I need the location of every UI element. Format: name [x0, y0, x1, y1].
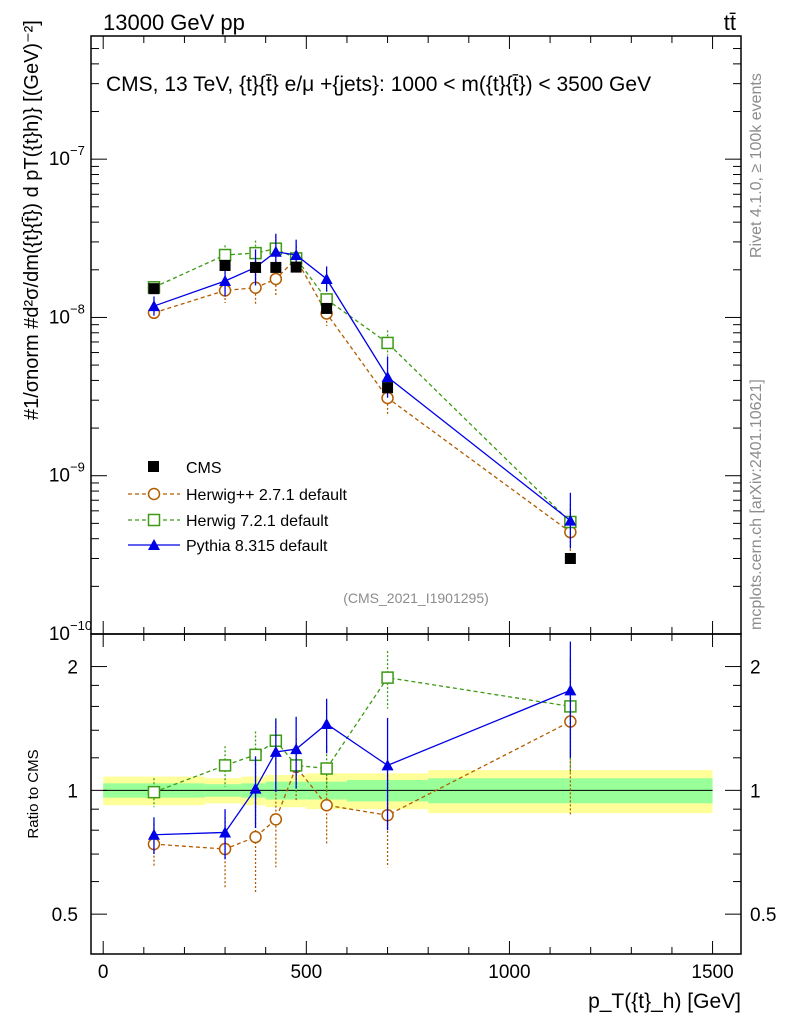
- data-point-cms: [219, 259, 231, 271]
- legend-label-pythia: Pythia 8.315 default: [186, 538, 328, 555]
- ratio-line-3: [153, 689, 571, 836]
- data-point-pythia: [249, 782, 262, 794]
- data-point-pythia: [564, 684, 577, 696]
- main-y-tick-label: 10: [49, 466, 70, 487]
- ratio-line-1: [153, 720, 571, 850]
- ratio-y-tick-label: 0.5: [52, 905, 78, 926]
- data-point-herwig7: [218, 248, 232, 262]
- data-point-herwig7: [218, 759, 232, 772]
- main-y-tick-label: 10: [49, 149, 70, 170]
- ratio-y-tick-label-right: 2: [750, 658, 761, 679]
- data-point-cms: [148, 283, 160, 295]
- data-point-herwigpp: [269, 813, 283, 826]
- data-point-cms: [321, 302, 333, 314]
- data-point-cms: [290, 261, 302, 273]
- data-point-cms: [382, 382, 394, 394]
- analysis-id: (CMS_2021_I1901295): [343, 590, 489, 606]
- data-point-cms: [564, 552, 576, 564]
- main-y-tick-label: 10: [49, 307, 70, 328]
- legend-item-cms: CMS: [148, 460, 222, 477]
- main-y-tick-exponent: −7: [70, 143, 85, 158]
- data-point-pythia: [290, 743, 303, 755]
- data-point-pythia: [564, 514, 577, 526]
- ratio-y-tick-label-right: 1: [750, 781, 761, 802]
- main-panel: CMS, 13 TeV, {t}{t̄} e/μ +{jets}: 1000 <…: [21, 20, 742, 645]
- ratio-y-label: Ratio to CMS: [25, 749, 42, 838]
- legend-marker-herwig7: [147, 513, 161, 527]
- data-point-pythia: [147, 300, 160, 312]
- legend-label-cms: CMS: [186, 460, 222, 477]
- main-y-tick-exponent: −10: [70, 618, 92, 633]
- legend-marker-cms: [148, 461, 159, 472]
- data-point-pythia: [290, 249, 303, 261]
- data-point-cms: [250, 261, 262, 273]
- x-tick-label: 1000: [488, 962, 530, 983]
- data-point-pythia: [269, 245, 282, 257]
- header-energy: 13000 GeV pp: [103, 10, 245, 35]
- data-point-herwig7: [381, 336, 394, 350]
- ratio-y-tick-label-right: 0.5: [750, 905, 776, 926]
- header-process: tt̄: [724, 10, 736, 35]
- ratio-series-group: [147, 641, 577, 894]
- data-point-herwig7: [320, 762, 333, 775]
- x-tick-label: 0: [98, 962, 109, 983]
- series-line-3: [153, 251, 571, 522]
- data-point-pythia: [219, 274, 232, 286]
- x-axis-label: p_T({t}_h) [GeV]: [588, 990, 741, 1013]
- chart-title: CMS, 13 TeV, {t}{t̄} e/μ +{jets}: 1000 <…: [106, 73, 651, 96]
- legend-item-pythia: Pythia 8.315 default: [128, 538, 328, 555]
- ratio-y-tick-label: 1: [67, 781, 78, 802]
- ratio-y-tick-label: 2: [67, 658, 78, 679]
- y-axis-label: #1/σnorm #d²σ/dm({t}{t̄}) d pT({t}h)} [(…: [21, 20, 43, 420]
- data-point-pythia: [219, 826, 232, 838]
- mcplots-label: mcplots.cern.ch [arXiv:2401.10621]: [748, 379, 765, 630]
- data-point-herwigpp: [249, 830, 262, 844]
- data-point-herwigpp: [320, 798, 333, 812]
- legend-item-herwigpp: Herwig++ 2.7.1 default: [128, 487, 348, 504]
- data-point-herwig7: [381, 671, 394, 684]
- main-series-group: [147, 233, 577, 564]
- data-point-pythia: [381, 759, 394, 771]
- data-point-herwigpp: [269, 272, 283, 286]
- legend-marker-herwigpp: [147, 487, 161, 501]
- data-point-pythia: [269, 745, 282, 757]
- data-point-pythia: [381, 371, 394, 383]
- legend-item-herwig7: Herwig 7.2.1 default: [128, 513, 329, 530]
- data-point-pythia: [147, 828, 160, 840]
- ratio-panel: 0.5 0.5 1 1 2 2 Ratio to CMS: [25, 633, 776, 955]
- x-tick-labels: 0 500 1000 1500: [98, 962, 734, 983]
- ratio-line-2: [153, 676, 571, 793]
- x-tick-label: 500: [290, 962, 322, 983]
- x-tick-label: 1500: [691, 962, 733, 983]
- ratio-band-group: [103, 770, 713, 814]
- ratio-frame: [90, 633, 742, 955]
- data-point-herwig7: [147, 785, 161, 799]
- main-y-tick-exponent: −8: [70, 301, 85, 316]
- data-point-pythia: [320, 272, 333, 284]
- main-y-tick-label: 10: [49, 624, 70, 645]
- ratio-axes: 0.5 0.5 1 1 2 2: [52, 634, 776, 955]
- legend-marker-pythia: [148, 539, 160, 550]
- data-point-cms: [270, 261, 282, 273]
- data-point-pythia: [320, 717, 333, 729]
- series-line-2: [153, 247, 571, 523]
- main-y-tick-exponent: −9: [70, 460, 85, 475]
- legend-label-herwig7: Herwig 7.2.1 default: [186, 513, 329, 530]
- rivet-version-label: Rivet 4.1.0, ≥ 100k events: [748, 73, 765, 258]
- legend: CMS Herwig++ 2.7.1 default Herwig 7.2.1 …: [128, 460, 348, 555]
- legend-label-herwigpp: Herwig++ 2.7.1 default: [186, 487, 348, 504]
